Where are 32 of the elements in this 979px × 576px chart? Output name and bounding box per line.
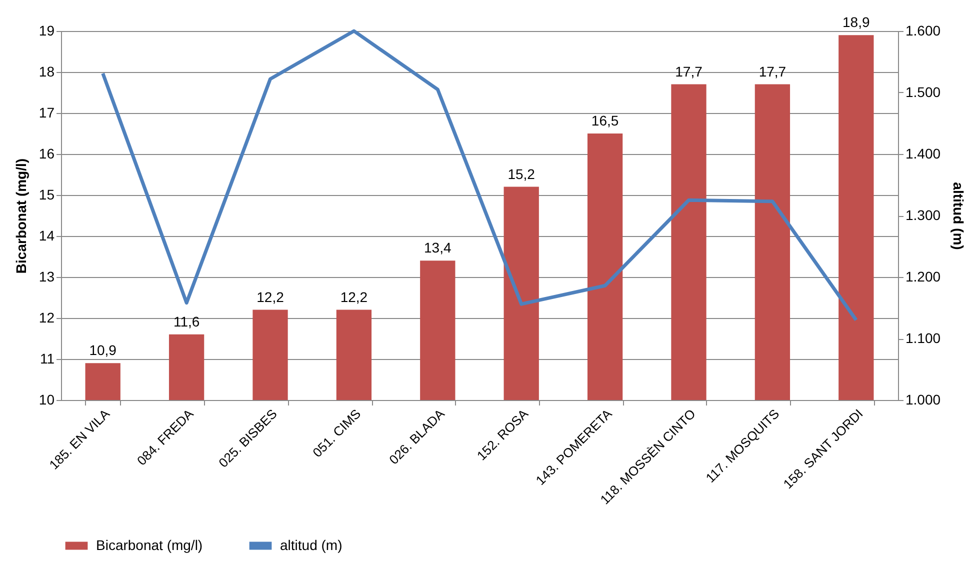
y-tick-label: 11	[40, 350, 55, 366]
y-tick-label: 14	[38, 228, 55, 244]
y2-tick-label: 1.400	[906, 146, 941, 162]
y-tick-label: 16	[38, 146, 55, 162]
data-label: 18,9	[842, 14, 870, 30]
data-label: 15,2	[508, 166, 536, 182]
data-label: 16,5	[591, 112, 619, 128]
y2-tick-label: 1.600	[906, 22, 941, 38]
y2-tick-label: 1.100	[906, 330, 941, 346]
data-label: 10,9	[89, 342, 117, 358]
y2-tick-label: 1.000	[906, 392, 941, 408]
legend-label: Bicarbonat (mg/l)	[96, 536, 203, 553]
x-tick-label: 185. EN VILA	[46, 406, 113, 472]
data-label: 13,4	[424, 240, 452, 256]
data-label: 12,2	[340, 288, 368, 305]
y2-axis-title: altitud (m)	[950, 182, 967, 250]
y2-tick-label: 1.500	[906, 84, 941, 100]
y2-tick-label: 1.300	[906, 207, 941, 223]
legend-label: altitud (m)	[280, 536, 342, 553]
y-axis-title: Bicarbonat (mg/l)	[12, 158, 29, 274]
data-label: 12,2	[256, 288, 284, 305]
y-tick-label: 10	[38, 392, 55, 408]
data-label: 11,6	[173, 313, 200, 330]
y-tick-label: 15	[38, 186, 55, 202]
y-tick-label: 18	[38, 64, 55, 80]
y-tick-label: 12	[38, 310, 55, 326]
y-tick-label: 17	[38, 104, 55, 120]
y-tick-label: 19	[38, 22, 55, 38]
data-label: 17,7	[758, 63, 786, 80]
y2-tick-label: 1.200	[906, 268, 941, 284]
data-label: 17,7	[675, 63, 703, 80]
y-tick-label: 13	[38, 268, 55, 284]
